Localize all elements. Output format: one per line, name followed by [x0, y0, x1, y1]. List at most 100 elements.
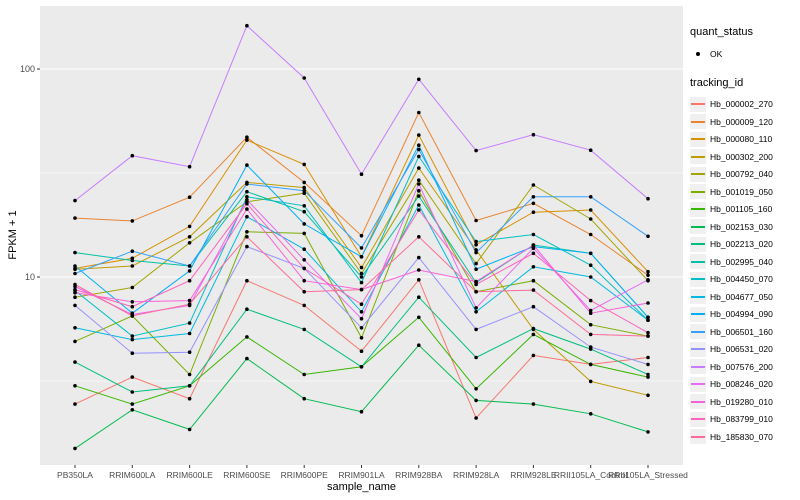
- data-point: [474, 261, 478, 266]
- data-point: [588, 332, 593, 337]
- legend-item-Hb_000302_200: Hb_000302_200: [690, 148, 798, 166]
- series-color-line-icon: [691, 173, 705, 176]
- data-point: [531, 183, 536, 187]
- data-point: [531, 232, 536, 237]
- legend-item-label: Hb_000009_120: [710, 116, 773, 127]
- legend-item-label: Hb_004450_070: [710, 274, 773, 285]
- legend-item-Hb_006501_160: Hb_006501_160: [690, 323, 798, 341]
- data-point: [417, 178, 421, 182]
- legend-item-Hb_007576_200: Hb_007576_200: [690, 358, 798, 376]
- data-point: [359, 254, 364, 259]
- line-key-swatch: [690, 219, 706, 235]
- data-point: [302, 278, 307, 283]
- x-tick-label: RRIM928BA: [395, 470, 443, 480]
- series-color-line-icon: [691, 365, 705, 368]
- legend-item-Hb_000002_270: Hb_000002_270: [690, 96, 798, 114]
- data-point: [417, 77, 421, 82]
- series-color-line-icon: [691, 225, 705, 228]
- data-point: [531, 132, 536, 137]
- data-point: [73, 326, 77, 330]
- series-color-line-icon: [691, 330, 705, 333]
- data-point: [187, 264, 192, 268]
- data-point: [646, 334, 650, 338]
- line-key-swatch: [690, 114, 706, 130]
- data-point: [359, 326, 364, 330]
- data-point: [359, 275, 364, 279]
- data-point: [302, 258, 307, 262]
- data-point: [302, 204, 307, 208]
- data-point: [73, 290, 77, 295]
- series-color-line-icon: [691, 418, 705, 421]
- data-point: [73, 271, 77, 276]
- legend-item-label: OK: [710, 48, 723, 59]
- legend-item-label: Hb_019280_010: [710, 396, 773, 407]
- data-point: [646, 375, 650, 379]
- data-point: [302, 396, 307, 401]
- data-point: [359, 287, 364, 292]
- legend-item-label: Hb_004994_090: [710, 309, 773, 320]
- data-point: [588, 195, 593, 199]
- data-point: [531, 304, 536, 309]
- data-point: [646, 196, 650, 201]
- y-tick-label: 10: [25, 272, 35, 282]
- line-key-swatch: [690, 359, 706, 375]
- data-point: [417, 268, 421, 272]
- legend-item-label: Hb_000302_200: [710, 151, 773, 162]
- data-point: [130, 249, 135, 253]
- data-point: [359, 310, 364, 314]
- data-point: [359, 246, 364, 250]
- data-point: [531, 332, 536, 337]
- data-point: [130, 390, 135, 394]
- legend-item-Hb_008246_020: Hb_008246_020: [690, 376, 798, 394]
- data-point: [588, 298, 593, 303]
- data-point: [531, 195, 536, 199]
- data-point: [474, 250, 478, 255]
- data-point: [474, 148, 478, 153]
- data-point: [646, 393, 650, 398]
- legend-item-ok: OK: [690, 45, 798, 63]
- data-point: [130, 334, 135, 338]
- legend-item-label: Hb_004677_050: [710, 291, 773, 302]
- data-point: [245, 198, 249, 202]
- legend-item-label: Hb_000002_270: [710, 99, 773, 110]
- data-point: [474, 327, 478, 332]
- data-point: [245, 278, 249, 283]
- data-point: [302, 247, 307, 251]
- legend-item-label: Hb_001019_050: [710, 186, 773, 197]
- data-point: [245, 335, 249, 339]
- data-point: [359, 349, 364, 354]
- data-point: [73, 216, 77, 220]
- data-point: [474, 310, 478, 314]
- data-point: [359, 316, 364, 321]
- legend-item-label: Hb_000080_110: [710, 134, 773, 145]
- data-point: [417, 133, 421, 137]
- y-tick-label: 100: [20, 64, 35, 74]
- legend-group-tracking-id: tracking_id Hb_000002_270 Hb_000009_120 Hb…: [690, 77, 798, 446]
- point-key-swatch: [690, 46, 706, 61]
- data-point: [646, 430, 650, 434]
- line-key-swatch: [690, 254, 706, 270]
- line-key-swatch: [690, 201, 706, 217]
- line-key-swatch: [690, 289, 706, 305]
- data-point: [359, 336, 364, 340]
- data-point: [302, 372, 307, 377]
- data-point: [417, 255, 421, 260]
- data-point: [359, 265, 364, 270]
- data-point: [646, 355, 650, 360]
- data-point: [302, 209, 307, 214]
- data-point: [531, 265, 536, 269]
- data-point: [73, 402, 77, 406]
- data-point: [73, 264, 77, 268]
- data-point: [646, 278, 650, 282]
- data-point: [359, 280, 364, 285]
- data-point: [474, 398, 478, 403]
- line-key-swatch: [690, 394, 706, 410]
- data-point: [187, 396, 192, 401]
- data-point: [588, 217, 593, 221]
- data-point: [187, 269, 192, 273]
- series-color-line-icon: [691, 400, 705, 403]
- x-tick-label: RRIM600SE: [223, 470, 271, 480]
- line-key-swatch: [690, 376, 706, 392]
- line-key-swatch: [690, 271, 706, 287]
- data-point: [187, 278, 192, 283]
